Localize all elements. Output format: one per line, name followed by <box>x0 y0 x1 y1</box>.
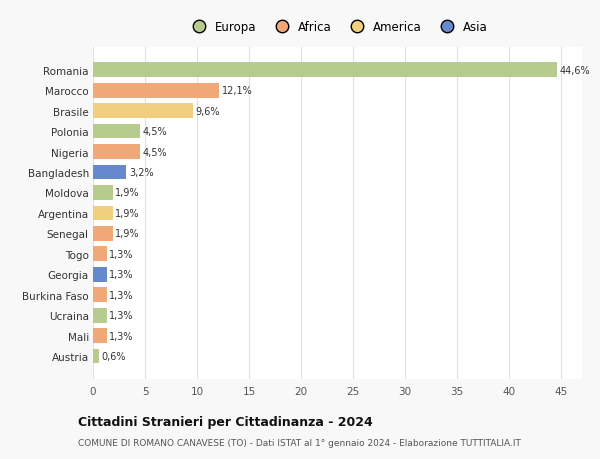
Bar <box>93 308 107 323</box>
Text: 1,3%: 1,3% <box>109 249 134 259</box>
Text: 1,3%: 1,3% <box>109 310 134 320</box>
Text: 3,2%: 3,2% <box>129 168 154 178</box>
Text: 1,9%: 1,9% <box>115 208 140 218</box>
Text: 0,6%: 0,6% <box>102 351 127 361</box>
Text: Cittadini Stranieri per Cittadinanza - 2024: Cittadini Stranieri per Cittadinanza - 2… <box>78 415 373 428</box>
Text: COMUNE DI ROMANO CANAVESE (TO) - Dati ISTAT al 1° gennaio 2024 - Elaborazione TU: COMUNE DI ROMANO CANAVESE (TO) - Dati IS… <box>78 438 521 448</box>
Bar <box>93 84 219 98</box>
Bar <box>93 165 126 180</box>
Text: 44,6%: 44,6% <box>560 66 590 76</box>
Text: 12,1%: 12,1% <box>221 86 252 96</box>
Bar <box>93 124 140 139</box>
Bar <box>93 349 99 364</box>
Text: 4,5%: 4,5% <box>142 147 167 157</box>
Bar <box>93 267 107 282</box>
Text: 1,3%: 1,3% <box>109 331 134 341</box>
Text: 1,9%: 1,9% <box>115 229 140 239</box>
Bar <box>93 226 113 241</box>
Bar <box>93 329 107 343</box>
Text: 1,9%: 1,9% <box>115 188 140 198</box>
Bar <box>93 145 140 160</box>
Text: 4,5%: 4,5% <box>142 127 167 137</box>
Bar <box>93 104 193 119</box>
Bar <box>93 63 557 78</box>
Bar <box>93 247 107 262</box>
Bar <box>93 186 113 201</box>
Bar <box>93 288 107 302</box>
Text: 1,3%: 1,3% <box>109 270 134 280</box>
Text: 1,3%: 1,3% <box>109 290 134 300</box>
Legend: Europa, Africa, America, Asia: Europa, Africa, America, Asia <box>188 21 487 34</box>
Text: 9,6%: 9,6% <box>196 106 220 117</box>
Bar <box>93 206 113 221</box>
